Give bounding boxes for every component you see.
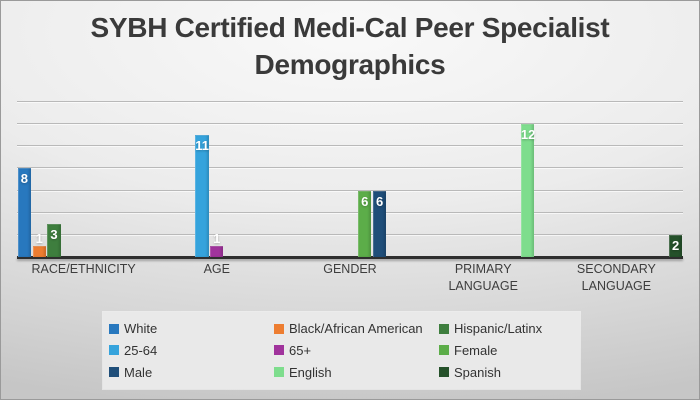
chart-title: SYBH Certified Medi-Cal Peer Specialist … bbox=[90, 12, 610, 80]
gridline bbox=[17, 233, 683, 235]
chart-legend: White Black/African American Hispanic/Lati… bbox=[103, 312, 580, 389]
bar-value-label: 8 bbox=[20, 171, 28, 187]
legend-item-hispanic-latinx: Hispanic/Latinx bbox=[439, 321, 580, 336]
category-label-race-ethnicity: RACE/ETHNICITY bbox=[31, 262, 136, 276]
gridline bbox=[17, 101, 683, 102]
legend-item-black-african-american: Black/African American bbox=[274, 321, 439, 336]
bar-black-african-american: 1 bbox=[32, 231, 46, 257]
legend-item-white: White bbox=[109, 321, 274, 336]
category-label-age: AGE bbox=[203, 262, 230, 276]
bar-english: 12 bbox=[520, 124, 536, 257]
category-label-primary-language: PRIMARY LANGUAGE bbox=[448, 262, 518, 293]
category-axis-labels: RACE/ETHNICITY AGE GENDER PRIMARY LANGUAGE S… bbox=[17, 261, 683, 301]
gridline bbox=[17, 211, 683, 213]
legend-label: Male bbox=[124, 364, 153, 380]
bar-value-label: 11 bbox=[195, 138, 210, 154]
bar-value-label: 12 bbox=[520, 127, 536, 143]
legend-swatch-icon bbox=[274, 367, 284, 378]
legend-label: White bbox=[124, 321, 158, 337]
legend-swatch-icon bbox=[439, 367, 449, 378]
bar-value-label: 2 bbox=[671, 237, 680, 253]
gridline bbox=[17, 123, 683, 125]
legend-label: Hispanic/Latinx bbox=[454, 321, 543, 337]
legend-swatch-icon bbox=[439, 323, 449, 334]
legend-item-female: Female bbox=[439, 343, 580, 358]
bar-value-label: 3 bbox=[50, 226, 58, 242]
gridline bbox=[17, 189, 683, 191]
legend-item-65: 65+ bbox=[274, 343, 439, 358]
legend-item-male: Male bbox=[109, 365, 274, 380]
legend-swatch-icon bbox=[109, 367, 119, 378]
legend-swatch-icon bbox=[109, 345, 119, 356]
bar-value-label: 1 bbox=[213, 230, 221, 246]
legend-item-25-64: 25-64 bbox=[109, 343, 274, 358]
legend-label: English bbox=[289, 364, 332, 380]
category-label-gender: GENDER bbox=[323, 262, 377, 276]
gridline bbox=[17, 145, 683, 147]
legend-swatch-icon bbox=[109, 323, 119, 334]
gridline bbox=[17, 167, 683, 169]
bar-25-64: 11 bbox=[195, 135, 210, 257]
legend-label: Female bbox=[454, 342, 498, 358]
legend-label: 65+ bbox=[289, 342, 312, 358]
bar-value-label: 6 bbox=[375, 193, 384, 209]
bar-white: 8 bbox=[17, 168, 32, 257]
plot-area: 8 1 3 11 1 6 6 12 2 bbox=[17, 101, 683, 259]
legend-item-spanish: Spanish bbox=[439, 365, 580, 380]
x-axis-line bbox=[17, 256, 683, 259]
bar-value-label: 6 bbox=[361, 193, 369, 209]
legend-swatch-icon bbox=[439, 345, 449, 356]
bar-value-label: 1 bbox=[35, 230, 43, 246]
bar-male: 6 bbox=[372, 190, 387, 257]
legend-label: 25-64 bbox=[124, 342, 158, 358]
category-label-secondary-language: SECONDARY LANGUAGE bbox=[576, 262, 656, 293]
bar-female: 6 bbox=[358, 190, 372, 257]
bar-spanish: 2 bbox=[668, 234, 683, 257]
bar-hispanic-latinx: 3 bbox=[47, 223, 61, 257]
legend-swatch-icon bbox=[274, 345, 284, 356]
bar-65: 1 bbox=[210, 231, 224, 257]
legend-item-english: English bbox=[274, 365, 439, 380]
legend-label: Black/African American bbox=[289, 321, 423, 337]
legend-swatch-icon bbox=[274, 323, 284, 334]
legend-label: Spanish bbox=[454, 364, 501, 380]
